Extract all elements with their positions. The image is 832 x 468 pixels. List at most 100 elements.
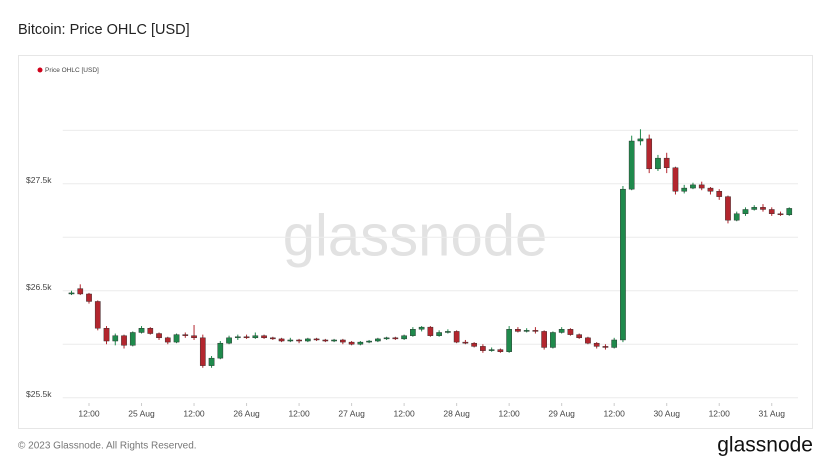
candle-body [532,330,539,332]
candle-body [392,337,399,340]
candle-body [655,157,661,170]
candle-body [593,342,600,347]
candle-body [208,357,215,366]
candle-body [269,337,276,340]
candle-body [523,330,530,332]
candle-body [637,138,644,142]
candle-body [94,301,101,329]
chart-card [18,55,813,429]
candle-body [506,329,512,352]
candle-body [576,334,583,339]
candle-body [453,331,460,343]
x-tick-label: 26 Aug [233,408,260,418]
candle-body [138,327,145,333]
candle-body [550,332,556,348]
candle-body [646,138,653,170]
candle-body [585,337,591,344]
candle-body [112,335,119,342]
candle-body [733,213,740,221]
candle-body [199,337,206,366]
candle-body [480,346,486,351]
candle-body [375,338,381,342]
y-tick-label: $27.5k [26,175,52,185]
candle-body [226,337,232,344]
candle-body [366,340,372,343]
candle-body [182,334,189,336]
candle-body [628,140,635,190]
logo: glassnode [717,434,813,457]
candle-body [147,327,154,334]
candle-body [672,167,679,192]
candle-body [663,157,670,168]
candle-body [383,337,390,340]
x-tick-label: 12:00 [499,408,521,418]
x-tick-label: 27 Aug [338,408,365,418]
copyright: © 2023 Glassnode. All Rights Reserved. [18,441,197,452]
candle-body [103,327,110,342]
y-tick-label: $26.5k [26,282,52,292]
candle-body [164,337,171,343]
candle-body [786,208,793,216]
candle-body [698,184,705,189]
candle-body [497,349,504,352]
candle-body [418,326,425,330]
candle-body [129,332,136,346]
x-tick-label: 12:00 [393,408,415,418]
candle-body [243,336,250,339]
legend-marker [37,67,43,73]
x-tick-label: 12:00 [78,408,100,418]
candle-body [156,333,162,339]
candle-body [760,207,766,210]
candle-body [707,187,714,192]
candle-body [558,329,565,333]
candle-body [410,329,416,336]
candle-body [217,342,224,359]
x-tick-label: 28 Aug [443,408,470,418]
candle-body [348,341,355,345]
x-tick-label: 29 Aug [548,408,575,418]
candle-body [287,339,294,342]
candle-body [462,341,469,344]
candle-body [340,339,346,343]
x-tick-label: 12:00 [709,408,731,418]
candle-body [742,209,749,214]
x-tick-label: 12:00 [288,408,310,418]
candle-body [173,334,180,343]
legend-label: Price OHLC [USD] [45,67,99,74]
candle-body [602,346,609,348]
candle-body [68,292,75,295]
candle-body [261,335,267,339]
candle-body [611,339,618,348]
candle-body [427,326,434,336]
candle-body [768,209,775,214]
chart-title: Bitcoin: Price OHLC [USD] [18,22,190,38]
candle-body [445,331,451,333]
candle-body [567,329,574,335]
x-tick-label: 12:00 [604,408,626,418]
candle-body [471,342,477,347]
candle-body [681,187,688,192]
candle-body [278,338,285,342]
watermark: glassnode [283,203,547,268]
candle-body [725,196,731,221]
candle-body [777,213,784,216]
candle-body [252,335,259,339]
candle-body [488,349,495,351]
candle-body [77,288,84,295]
candle-body [716,191,723,197]
candle-body [322,339,329,342]
candle-body [313,338,320,341]
candle-body [401,335,407,340]
candle-body [305,338,311,342]
candle-body [357,341,364,345]
candle-body [620,188,626,341]
candle-body [331,339,337,342]
candle-body [751,207,758,210]
candle-body [234,336,241,339]
candle-body [515,329,521,332]
candle-body [296,339,302,342]
x-tick-label: 31 Aug [758,408,785,418]
candle-body [690,184,696,189]
candle-body [191,335,197,339]
